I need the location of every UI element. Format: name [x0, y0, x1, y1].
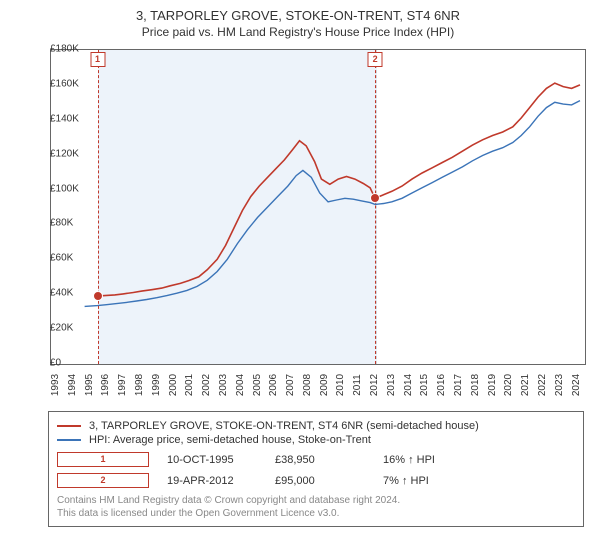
x-axis-label: 1994: [67, 374, 78, 396]
chart-footer: 3, TARPORLEY GROVE, STOKE-ON-TRENT, ST4 …: [48, 411, 584, 527]
sale-marker-line: [98, 50, 99, 364]
sale-datapoint: [93, 291, 103, 301]
x-axis-label: 2019: [487, 374, 498, 396]
x-axis-label: 2007: [285, 374, 296, 396]
legend-label: 3, TARPORLEY GROVE, STOKE-ON-TRENT, ST4 …: [89, 420, 479, 432]
x-axis-label: 2020: [503, 374, 514, 396]
sale-marker-box: 2: [368, 52, 383, 67]
x-axis-label: 2022: [537, 374, 548, 396]
legend-swatch: [57, 425, 81, 427]
legend-swatch: [57, 439, 81, 441]
x-axis-label: 2013: [386, 374, 397, 396]
plot-area: 12: [50, 49, 586, 365]
x-axis-label: 2010: [335, 374, 346, 396]
x-axis-label: 2015: [419, 374, 430, 396]
license-line: This data is licensed under the Open Gov…: [57, 507, 575, 520]
sale-delta: 16% ↑ HPI: [383, 454, 473, 466]
sale-date: 19-APR-2012: [167, 475, 257, 487]
x-axis-label: 2018: [470, 374, 481, 396]
x-axis-label: 2012: [369, 374, 380, 396]
x-axis-label: 2005: [252, 374, 263, 396]
x-axis-label: 2002: [201, 374, 212, 396]
legend-row: HPI: Average price, semi-detached house,…: [57, 434, 575, 446]
x-axis-label: 2023: [554, 374, 565, 396]
sale-date: 10-OCT-1995: [167, 454, 257, 466]
sale-marker-box: 1: [57, 452, 149, 467]
chart-lines: [51, 50, 585, 364]
x-axis-label: 2004: [235, 374, 246, 396]
sale-marker-box: 1: [90, 52, 105, 67]
x-axis-labels: 1993 1994 1995 1996 1997 1998 1999 2000 2001 2002…: [50, 367, 586, 403]
sale-row: 2 19-APR-2012 £95,000 7% ↑ HPI: [57, 473, 575, 488]
x-axis-label: 1996: [100, 374, 111, 396]
sale-price: £38,950: [275, 454, 365, 466]
x-axis-label: 1993: [50, 374, 61, 396]
x-axis-label: 1997: [117, 374, 128, 396]
license-line: Contains HM Land Registry data © Crown c…: [57, 494, 575, 507]
x-axis-label: 2000: [168, 374, 179, 396]
license-text: Contains HM Land Registry data © Crown c…: [57, 494, 575, 520]
chart: 12 1993199419951996199719981999200020012…: [6, 45, 590, 405]
series-line: [85, 101, 580, 307]
x-axis-label: 2003: [218, 374, 229, 396]
legend-label: HPI: Average price, semi-detached house,…: [89, 434, 371, 446]
x-axis-label: 2024: [571, 374, 582, 396]
chart-title-address: 3, TARPORLEY GROVE, STOKE-ON-TRENT, ST4 …: [4, 8, 592, 23]
x-axis-label: 2011: [352, 374, 363, 396]
x-axis-label: 2008: [302, 374, 313, 396]
sale-marker-line: [375, 50, 376, 364]
x-axis-label: 2017: [453, 374, 464, 396]
x-axis-label: 2006: [268, 374, 279, 396]
series-line: [98, 83, 581, 296]
sale-marker-box: 2: [57, 473, 149, 488]
x-axis-label: 2021: [520, 374, 531, 396]
sale-price: £95,000: [275, 475, 365, 487]
x-axis-label: 1999: [151, 374, 162, 396]
x-axis-label: 1995: [84, 374, 95, 396]
x-axis-label: 2014: [403, 374, 414, 396]
sale-row: 1 10-OCT-1995 £38,950 16% ↑ HPI: [57, 452, 575, 467]
x-axis-label: 1998: [134, 374, 145, 396]
chart-title-subtitle: Price paid vs. HM Land Registry's House …: [4, 25, 592, 39]
x-axis-label: 2001: [184, 374, 195, 396]
x-axis-label: 2016: [436, 374, 447, 396]
legend-row: 3, TARPORLEY GROVE, STOKE-ON-TRENT, ST4 …: [57, 420, 575, 432]
sale-datapoint: [370, 193, 380, 203]
x-axis-label: 2009: [319, 374, 330, 396]
sale-delta: 7% ↑ HPI: [383, 475, 473, 487]
